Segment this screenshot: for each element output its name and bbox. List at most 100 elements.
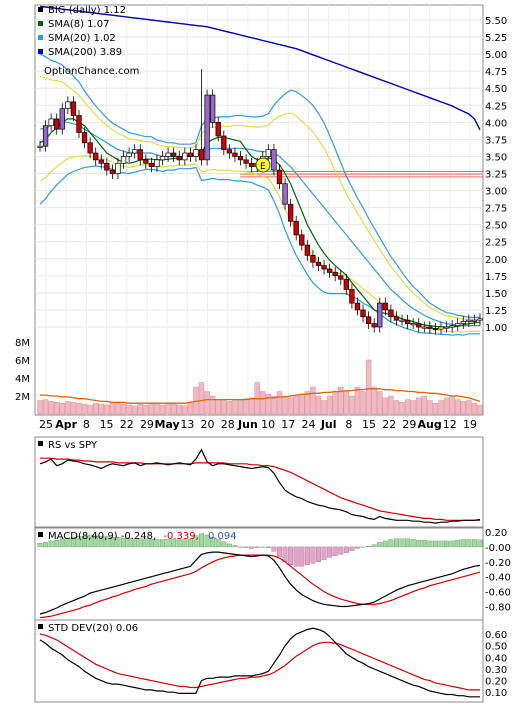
macd-histogram-bar bbox=[243, 546, 249, 548]
candle-body bbox=[104, 162, 110, 171]
macd-histogram-bar bbox=[215, 539, 221, 548]
legend-sma20: SMA(20) 1.02 bbox=[48, 33, 116, 44]
rs-lines bbox=[39, 448, 481, 524]
macd-histogram-bar bbox=[59, 538, 65, 548]
candle-body bbox=[343, 278, 349, 290]
volume-bar bbox=[198, 382, 205, 415]
macd-histogram-bar bbox=[299, 546, 305, 567]
legend-ticker: BIG (daily) 1.12 bbox=[48, 5, 126, 16]
candle-body bbox=[360, 309, 366, 318]
macd-histogram-bar bbox=[449, 540, 455, 548]
volume-bar bbox=[326, 395, 333, 415]
macd-histogram-bar bbox=[293, 546, 299, 567]
stddev-tick-label: 0.60 bbox=[485, 630, 507, 641]
candle-body bbox=[143, 159, 149, 164]
candle-body bbox=[148, 162, 155, 168]
x-tick-label: 24 bbox=[301, 418, 315, 431]
x-tick-label: 8 bbox=[345, 418, 352, 431]
candle-body bbox=[265, 149, 272, 157]
candle-body bbox=[48, 118, 54, 127]
candle-body bbox=[70, 101, 77, 116]
volume-bar bbox=[393, 400, 400, 415]
macd-histogram-bar bbox=[160, 539, 165, 548]
macd-histogram-bar bbox=[360, 546, 366, 548]
price-tick-label: 4.50 bbox=[485, 84, 507, 95]
macd-histogram-bar bbox=[54, 540, 60, 548]
macd-histogram-bar bbox=[132, 538, 138, 548]
macd-histogram-bar bbox=[265, 546, 271, 548]
volume-bar bbox=[232, 399, 238, 415]
x-tick-label: Apr bbox=[55, 418, 77, 431]
macd-line bbox=[39, 551, 481, 615]
x-tick-label: 19 bbox=[463, 418, 477, 431]
candle-body bbox=[432, 328, 439, 330]
stddev-average-line bbox=[39, 633, 480, 691]
candle-body bbox=[59, 108, 65, 130]
volume-bar bbox=[287, 397, 294, 415]
price-tick-label: 1.75 bbox=[485, 272, 507, 283]
stddev-tick-label: 0.50 bbox=[485, 642, 507, 653]
volume-tick-label: 4M bbox=[15, 374, 30, 385]
stddev-tick-label: 0.20 bbox=[485, 677, 507, 688]
volume-bar bbox=[421, 395, 428, 415]
candle-body bbox=[321, 265, 327, 270]
candle-body bbox=[137, 149, 143, 161]
volume-bar bbox=[159, 404, 166, 415]
candle-body bbox=[221, 135, 227, 150]
rs-average-line bbox=[40, 457, 480, 521]
macd-lines bbox=[37, 533, 483, 619]
volume-bar bbox=[404, 399, 411, 415]
macd-histogram-bar bbox=[210, 537, 216, 548]
x-tick-label: 15 bbox=[100, 418, 114, 431]
price-tick-label: 1.00 bbox=[485, 323, 507, 334]
candle-body bbox=[466, 319, 472, 322]
volume-bar bbox=[48, 401, 54, 415]
stddev-panel bbox=[34, 619, 484, 703]
candle-body bbox=[354, 302, 361, 311]
candle-body bbox=[65, 101, 71, 110]
volume-bar bbox=[76, 403, 82, 415]
x-tick-label: 15 bbox=[362, 418, 376, 431]
macd-histogram-bar bbox=[316, 546, 321, 562]
volume-bar bbox=[438, 400, 444, 415]
volume-bar bbox=[399, 402, 405, 415]
volume-bar bbox=[109, 402, 116, 415]
candle-body bbox=[76, 115, 82, 133]
volume-bar bbox=[382, 397, 389, 415]
macd-histogram-bar bbox=[154, 539, 160, 548]
x-tick-label: 28 bbox=[221, 418, 235, 431]
volume-bar bbox=[349, 395, 355, 415]
macd-histogram-bar bbox=[438, 540, 444, 548]
macd-histogram-bar bbox=[182, 539, 188, 548]
volume-bar bbox=[427, 400, 433, 415]
price-tick-label: 1.25 bbox=[485, 306, 507, 317]
stddev-line bbox=[39, 627, 480, 698]
rs-line bbox=[39, 448, 481, 524]
candle-body bbox=[427, 326, 433, 329]
macd-histogram-bar bbox=[382, 540, 388, 548]
macd-histogram-bar bbox=[238, 546, 243, 548]
stddev-tick-label: 0.10 bbox=[485, 688, 507, 699]
macd-histogram-bar bbox=[126, 537, 132, 548]
candle-body bbox=[132, 149, 138, 154]
sma200-line bbox=[39, 5, 481, 131]
candle-body bbox=[126, 152, 132, 157]
volume-bar bbox=[87, 404, 93, 415]
volume-tick-label: 8M bbox=[15, 338, 30, 349]
macd-histogram-bar bbox=[310, 546, 316, 564]
volume-bar bbox=[265, 394, 272, 415]
macd-title: MACD(8,40,9) -0.248, -0.339, 0.094 bbox=[48, 531, 237, 542]
macd-histogram-bar bbox=[171, 539, 177, 548]
macd-histogram-bar bbox=[282, 546, 288, 562]
candle-body bbox=[226, 149, 233, 154]
macd-histogram-bar bbox=[76, 536, 82, 548]
macd-title-main: MACD(8,40,9) -0.248, bbox=[48, 531, 156, 542]
candle-body bbox=[349, 289, 355, 304]
volume-bar bbox=[98, 403, 104, 415]
volume-bar bbox=[455, 399, 461, 415]
macd-histogram-bar bbox=[109, 537, 115, 548]
macd-histogram-bar bbox=[349, 546, 355, 551]
macd-histogram-bar bbox=[82, 536, 88, 548]
x-tick-label: 22 bbox=[382, 418, 396, 431]
candle-body bbox=[232, 152, 238, 157]
